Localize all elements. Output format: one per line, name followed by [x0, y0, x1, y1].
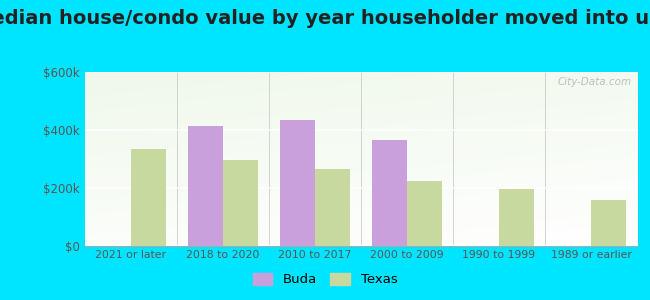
- Bar: [315, 169, 350, 246]
- Bar: [131, 149, 166, 246]
- Bar: [591, 200, 626, 246]
- Bar: [280, 120, 315, 246]
- Bar: [499, 190, 534, 246]
- Legend: Buda, Texas: Buda, Texas: [248, 269, 402, 290]
- Bar: [407, 181, 442, 246]
- Bar: [188, 126, 222, 246]
- Text: City-Data.com: City-Data.com: [557, 77, 632, 87]
- Text: Median house/condo value by year householder moved into unit: Median house/condo value by year househo…: [0, 9, 650, 28]
- Bar: [222, 160, 257, 246]
- Bar: [372, 140, 407, 246]
